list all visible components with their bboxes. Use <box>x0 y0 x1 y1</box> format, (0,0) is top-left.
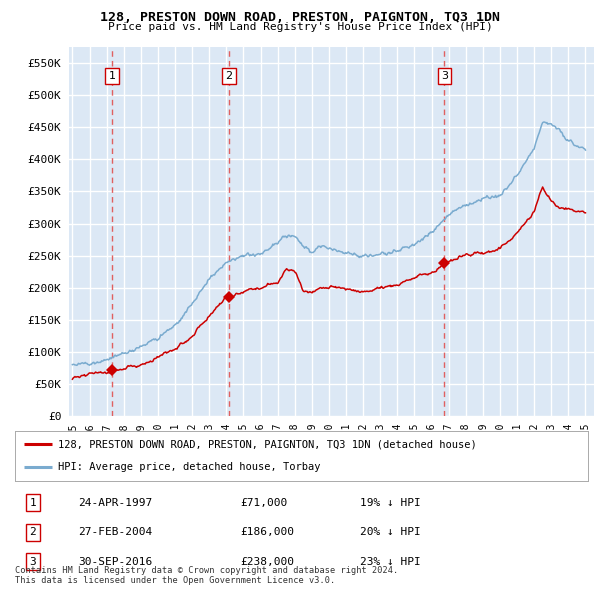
Text: 1: 1 <box>109 71 115 81</box>
Text: 3: 3 <box>29 557 37 566</box>
Text: £238,000: £238,000 <box>240 557 294 566</box>
Text: Price paid vs. HM Land Registry's House Price Index (HPI): Price paid vs. HM Land Registry's House … <box>107 22 493 32</box>
Text: 24-APR-1997: 24-APR-1997 <box>78 498 152 507</box>
Text: HPI: Average price, detached house, Torbay: HPI: Average price, detached house, Torb… <box>58 463 320 473</box>
Text: 30-SEP-2016: 30-SEP-2016 <box>78 557 152 566</box>
Text: 3: 3 <box>441 71 448 81</box>
Text: 23% ↓ HPI: 23% ↓ HPI <box>360 557 421 566</box>
Text: 128, PRESTON DOWN ROAD, PRESTON, PAIGNTON, TQ3 1DN: 128, PRESTON DOWN ROAD, PRESTON, PAIGNTO… <box>100 11 500 24</box>
Text: £186,000: £186,000 <box>240 527 294 537</box>
Text: 1: 1 <box>29 498 37 507</box>
Text: 2: 2 <box>29 527 37 537</box>
Text: 2: 2 <box>226 71 233 81</box>
Text: 20% ↓ HPI: 20% ↓ HPI <box>360 527 421 537</box>
Text: Contains HM Land Registry data © Crown copyright and database right 2024.
This d: Contains HM Land Registry data © Crown c… <box>15 566 398 585</box>
Text: 128, PRESTON DOWN ROAD, PRESTON, PAIGNTON, TQ3 1DN (detached house): 128, PRESTON DOWN ROAD, PRESTON, PAIGNTO… <box>58 439 477 449</box>
Text: 27-FEB-2004: 27-FEB-2004 <box>78 527 152 537</box>
Text: 19% ↓ HPI: 19% ↓ HPI <box>360 498 421 507</box>
Text: £71,000: £71,000 <box>240 498 287 507</box>
